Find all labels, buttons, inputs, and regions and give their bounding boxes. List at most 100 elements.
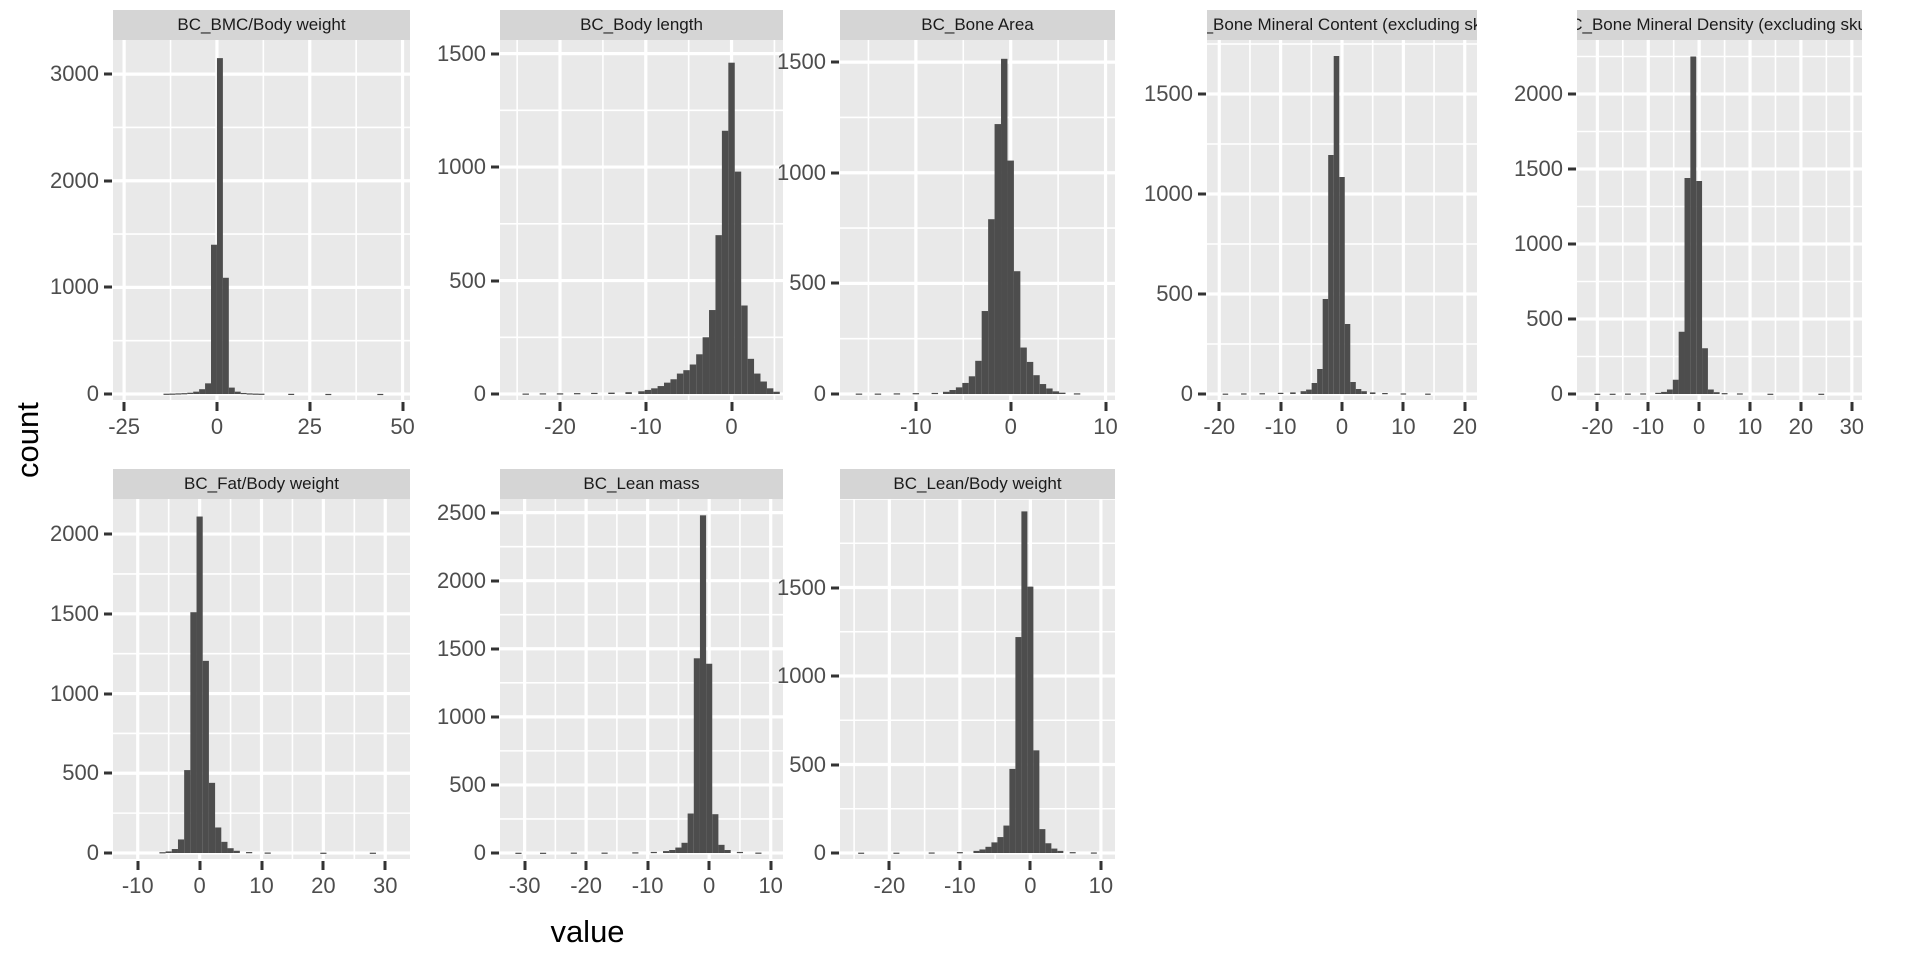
facet-strip-bc-lean-body-weight: BC_Lean/Body weight <box>840 469 1115 499</box>
y-tick-label: 1000 <box>437 154 486 180</box>
y-tick-label: 1500 <box>437 635 486 661</box>
x-tick-mark <box>1099 861 1103 870</box>
y-tick-label: 1000 <box>777 663 826 688</box>
plot-panel-bc-fat-body-weight <box>113 499 410 859</box>
x-tick-mark <box>383 861 387 870</box>
y-tick-label: 3000 <box>50 61 99 87</box>
y-tick-label: 0 <box>473 381 486 406</box>
x-tick-mark <box>1646 402 1650 411</box>
y-tick-mark <box>1568 242 1576 246</box>
y-tick-mark <box>491 851 499 855</box>
x-tick-mark <box>215 402 219 411</box>
y-tick-label: 2500 <box>437 499 486 525</box>
y-tick-mark <box>1198 92 1206 96</box>
facet-panel-bc-body-length: BC_Body length 0 500 1000 1500 -20 -10 0 <box>437 10 783 439</box>
x-tick-label: -10 <box>899 414 932 439</box>
x-tick-label: 0 <box>1335 414 1349 439</box>
y-tick-label: 0 <box>1180 381 1193 406</box>
facet-panel-bc-bone-area: BC_Bone Area 0 500 1000 1500 -10 0 10 <box>777 10 1118 439</box>
x-tick-label: 0 <box>725 414 738 439</box>
y-tick-label: 500 <box>789 751 826 777</box>
y-tick-label: 1500 <box>437 40 486 66</box>
plot-panel-bc-bmc-body-weight <box>113 40 410 400</box>
x-tick-mark <box>558 402 562 411</box>
plot-panel-bc-bone-area <box>840 40 1115 400</box>
x-tick-mark <box>401 402 405 411</box>
x-tick-label: -20 <box>873 873 906 898</box>
x-tick-label: 0 <box>210 414 224 439</box>
facet-strip-label: BC_Lean mass <box>583 474 700 493</box>
x-tick-mark <box>644 402 648 411</box>
y-tick-mark <box>104 392 112 396</box>
x-tick-mark <box>1217 402 1221 411</box>
y-tick-mark <box>1568 167 1576 171</box>
y-tick-mark <box>491 52 499 56</box>
x-tick-mark <box>914 402 918 411</box>
y-tick-mark <box>1198 192 1206 196</box>
y-tick-mark <box>491 783 499 787</box>
facet-strip-bc-bone-mineral-content: BC_Bone Mineral Content (excluding skull… <box>1207 10 1477 40</box>
x-tick-label: -20 <box>570 873 603 898</box>
x-tick-label: 0 <box>703 873 716 898</box>
x-tick-mark <box>646 861 650 870</box>
x-tick-label: -10 <box>943 873 976 898</box>
y-tick-label: 2000 <box>437 567 486 593</box>
y-tick-label: 2000 <box>50 167 99 193</box>
x-tick-mark <box>887 861 891 870</box>
x-tick-label: -10 <box>1264 414 1297 439</box>
y-tick-label: 1000 <box>777 159 826 185</box>
x-tick-mark <box>1028 861 1032 870</box>
x-tick-label: 10 <box>1088 873 1114 898</box>
x-tick-label: 50 <box>390 414 415 439</box>
y-tick-mark <box>1198 292 1206 296</box>
facet-strip-label: BC_BMC/Body weight <box>177 15 346 34</box>
y-tick-label: 1000 <box>50 680 99 706</box>
y-tick-label: 2000 <box>50 521 99 547</box>
y-tick-mark <box>1568 392 1576 396</box>
x-tick-label: 10 <box>758 873 783 898</box>
y-tick-mark <box>831 171 839 175</box>
facet-panel-bc-lean-body-weight: BC_Lean/Body weight 0 500 1000 1500 -20 -10 0 10 <box>777 469 1115 898</box>
x-tick-mark <box>707 861 711 870</box>
x-tick-mark <box>1748 402 1752 411</box>
facet-strip-bc-bmc-body-weight: BC_BMC/Body weight <box>113 10 410 40</box>
x-tick-mark <box>1850 402 1854 411</box>
x-tick-label: 10 <box>1093 414 1118 439</box>
x-tick-label: 0 <box>193 873 206 898</box>
x-tick-mark <box>769 861 773 870</box>
x-tick-mark <box>260 861 263 870</box>
facet-panel-bc-bone-mineral-content: BC_Bone Mineral Content (excluding skull… <box>1144 10 1477 439</box>
x-tick-label: 10 <box>249 873 274 898</box>
y-tick-mark <box>104 771 112 775</box>
y-tick-mark <box>831 60 839 64</box>
x-tick-mark <box>1009 402 1013 411</box>
facet-panel-bc-bmc-body-weight: BC_BMC/Body weight 0 1000 2000 3000 -25 0 25 50 <box>50 10 415 439</box>
y-tick-label: 1500 <box>777 574 826 600</box>
y-tick-mark <box>104 692 112 696</box>
y-tick-label: 0 <box>86 840 99 865</box>
x-tick-mark <box>308 402 312 411</box>
y-tick-label: 1500 <box>1514 156 1563 181</box>
x-tick-label: -20 <box>544 414 576 439</box>
facet-panel-bc-lean-mass: BC_Lean mass 0 500 1000 1500 2000 2500 -30 -20 -1… <box>437 469 783 898</box>
x-tick-mark <box>1401 402 1405 411</box>
y-tick-mark <box>491 715 499 719</box>
y-tick-mark <box>104 72 112 76</box>
x-tick-label: 0 <box>1693 414 1706 439</box>
y-tick-label: 2000 <box>1514 81 1563 106</box>
x-tick-label: 20 <box>1788 414 1814 439</box>
y-tick-label: 500 <box>789 270 826 296</box>
x-tick-label: 20 <box>1452 414 1477 439</box>
y-tick-mark <box>491 647 499 651</box>
y-tick-label: 500 <box>62 760 99 786</box>
y-tick-mark <box>104 612 112 616</box>
facet-strip-label: BC_Lean/Body weight <box>893 474 1062 493</box>
facet-panel-bc-bone-mineral-density: BC_Bone Mineral Density (excluding skull… <box>1514 10 1864 439</box>
y-tick-mark <box>831 281 839 285</box>
y-tick-mark <box>831 392 839 396</box>
x-tick-label: 30 <box>373 873 398 898</box>
x-tick-mark <box>1104 402 1108 411</box>
x-tick-mark <box>122 402 126 411</box>
y-tick-label: 0 <box>813 381 826 406</box>
